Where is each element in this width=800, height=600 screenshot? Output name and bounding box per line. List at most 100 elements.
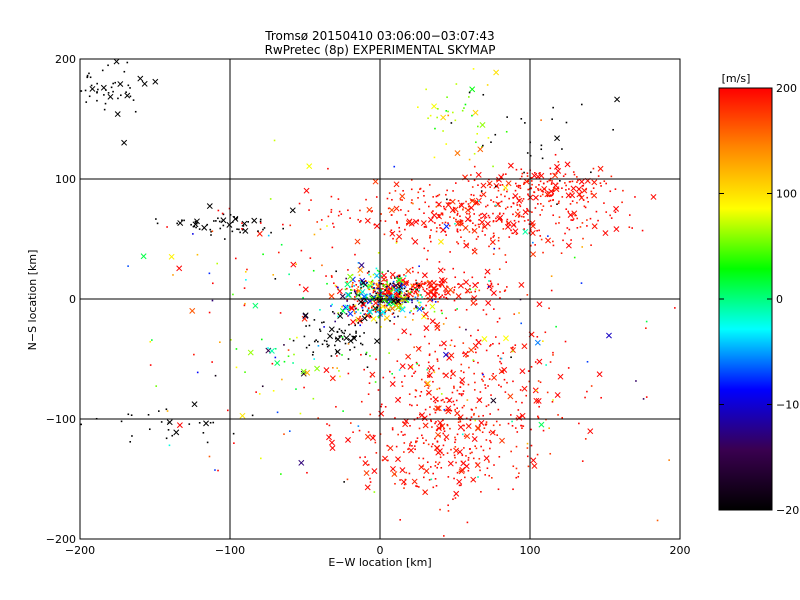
echo-dot-marker bbox=[541, 193, 544, 196]
echo-dot-marker bbox=[365, 351, 368, 354]
echo-dot-marker bbox=[475, 202, 478, 205]
echo-dot-marker bbox=[376, 306, 379, 309]
echo-dot-marker bbox=[560, 252, 563, 254]
echo-dot-marker bbox=[438, 387, 441, 390]
echo-dot-marker bbox=[274, 356, 277, 359]
echo-dot-marker bbox=[336, 367, 338, 369]
echo-dot-marker bbox=[539, 180, 542, 183]
echo-dot-marker bbox=[521, 172, 524, 175]
echo-dot-marker bbox=[426, 368, 428, 371]
echo-dot-marker bbox=[411, 366, 414, 368]
echo-dot-marker bbox=[416, 404, 418, 406]
echo-dot-marker bbox=[439, 508, 441, 511]
echo-dot-marker bbox=[581, 185, 584, 187]
echo-dot-marker bbox=[392, 294, 394, 296]
echo-dot-marker bbox=[484, 217, 486, 219]
echo-dot-marker bbox=[380, 292, 383, 295]
echo-dot-marker bbox=[357, 322, 360, 324]
echo-dot-marker bbox=[465, 308, 468, 311]
echo-dot-marker bbox=[450, 339, 453, 342]
echo-x-marker bbox=[107, 93, 114, 100]
echo-dot-marker bbox=[434, 301, 437, 303]
echo-dot-marker bbox=[358, 274, 361, 276]
echo-dot-marker bbox=[524, 122, 526, 124]
echo-dot-marker bbox=[488, 178, 490, 181]
echo-x-marker bbox=[591, 223, 598, 230]
echo-dot-marker bbox=[450, 370, 453, 373]
echo-dot-marker bbox=[399, 479, 401, 481]
echo-dot-marker bbox=[522, 216, 525, 218]
echo-x-marker bbox=[374, 338, 380, 345]
echo-dot-marker bbox=[347, 343, 350, 345]
echo-dot-marker bbox=[443, 205, 445, 208]
echo-dot-marker bbox=[259, 218, 262, 221]
echo-dot-marker bbox=[353, 305, 356, 308]
echo-dot-marker bbox=[383, 294, 385, 297]
echo-dot-marker bbox=[468, 231, 471, 233]
echo-dot-marker bbox=[503, 378, 506, 381]
echo-dot-marker bbox=[540, 119, 542, 121]
echo-dot-marker bbox=[442, 130, 444, 132]
echo-dot-marker bbox=[306, 471, 308, 474]
echo-dot-marker bbox=[398, 289, 400, 291]
echo-dot-marker bbox=[614, 188, 617, 190]
echo-x-marker bbox=[596, 371, 603, 378]
echo-dot-marker bbox=[474, 247, 476, 250]
echo-x-marker bbox=[408, 447, 415, 454]
echo-x-marker bbox=[429, 303, 436, 310]
echo-x-marker bbox=[445, 202, 452, 208]
echo-dot-marker bbox=[417, 293, 420, 296]
echo-dot-marker bbox=[378, 308, 380, 310]
echo-dot-marker bbox=[463, 240, 466, 242]
echo-dot-marker bbox=[412, 202, 414, 205]
echo-dot-marker bbox=[674, 307, 676, 309]
colorbar-tick-label: −100 bbox=[776, 399, 800, 412]
echo-dot-marker bbox=[465, 328, 467, 331]
echo-dot-marker bbox=[419, 304, 421, 307]
echo-dot-marker bbox=[459, 386, 462, 388]
echo-dot-marker bbox=[412, 283, 415, 286]
echo-dot-marker bbox=[425, 88, 427, 91]
echo-dot-marker bbox=[443, 430, 446, 433]
echo-dot-marker bbox=[414, 288, 417, 291]
echo-dot-marker bbox=[419, 294, 422, 296]
echo-dot-marker bbox=[447, 114, 450, 117]
echo-x-marker bbox=[535, 397, 542, 404]
echo-dot-marker bbox=[458, 417, 460, 419]
echo-dot-marker bbox=[380, 403, 383, 406]
echo-dot-marker bbox=[447, 476, 450, 478]
echo-dot-marker bbox=[214, 469, 216, 471]
echo-dot-marker bbox=[439, 344, 441, 347]
echo-dot-marker bbox=[409, 288, 411, 290]
echo-dot-marker bbox=[512, 465, 515, 468]
echo-dot-marker bbox=[582, 199, 585, 201]
echo-dot-marker bbox=[468, 366, 470, 369]
echo-dot-marker bbox=[367, 393, 370, 395]
echo-dot-marker bbox=[469, 419, 472, 422]
echo-dot-marker bbox=[353, 296, 356, 298]
echo-x-marker bbox=[302, 286, 309, 293]
echo-dot-marker bbox=[407, 281, 409, 284]
echo-dot-marker bbox=[477, 125, 479, 128]
echo-dot-marker bbox=[337, 198, 340, 200]
echo-x-marker bbox=[606, 332, 612, 339]
echo-dot-marker bbox=[96, 99, 98, 102]
echo-dot-marker bbox=[380, 289, 382, 292]
echo-dot-marker bbox=[208, 455, 211, 458]
echo-dot-marker bbox=[475, 351, 477, 354]
echo-x-marker bbox=[505, 180, 512, 187]
echo-dot-marker bbox=[403, 274, 405, 276]
echo-dot-marker bbox=[289, 224, 292, 227]
echo-dot-marker bbox=[483, 375, 485, 378]
echo-dot-marker bbox=[403, 300, 406, 302]
echo-dot-marker bbox=[343, 481, 345, 483]
echo-dot-marker bbox=[480, 445, 482, 448]
echo-dot-marker bbox=[454, 408, 456, 411]
echo-dot-marker bbox=[134, 110, 137, 113]
echo-dot-marker bbox=[392, 282, 394, 285]
echo-x-marker bbox=[370, 435, 376, 441]
echo-dot-marker bbox=[480, 217, 482, 219]
echo-x-marker bbox=[468, 204, 475, 211]
echo-x-marker bbox=[514, 211, 521, 218]
echo-dot-marker bbox=[448, 224, 451, 227]
